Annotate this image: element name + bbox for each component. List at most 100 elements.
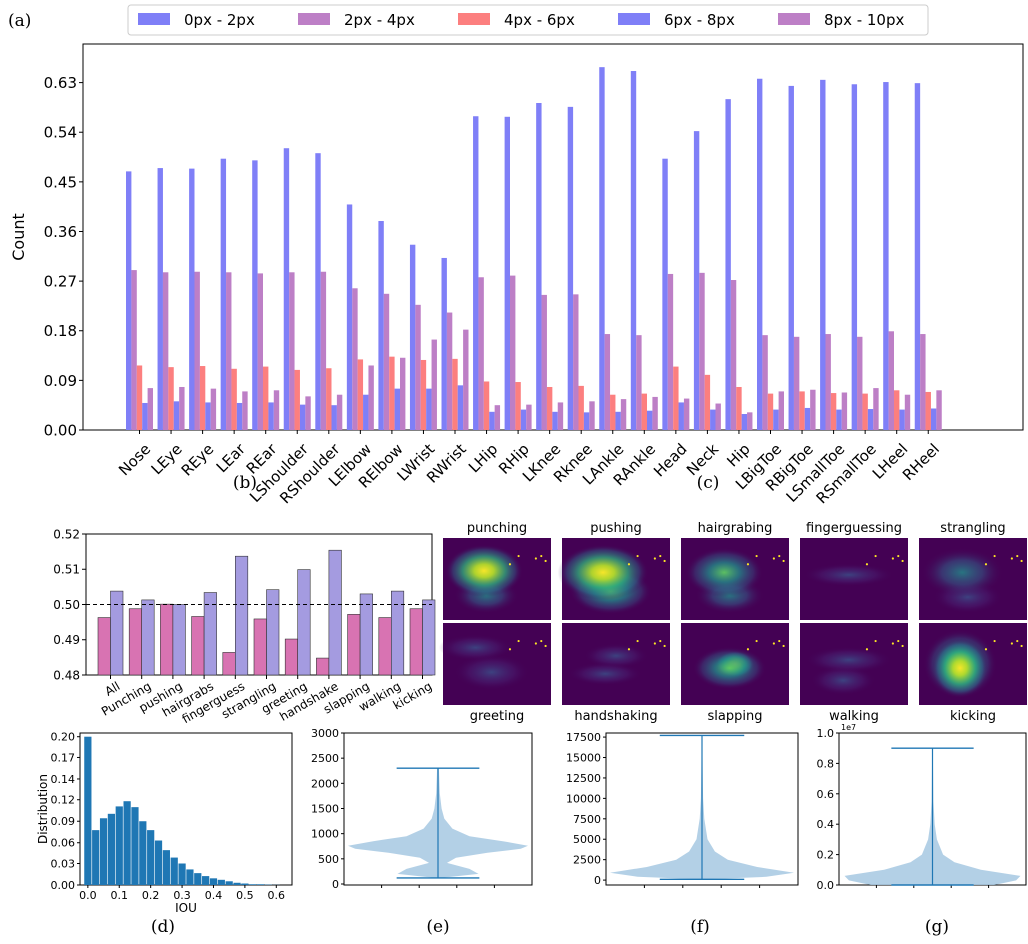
heatmap-speckle (508, 563, 512, 566)
bar (394, 388, 400, 430)
bar (139, 821, 147, 885)
bar (233, 882, 241, 885)
y-tick-label: 0.50 (53, 598, 80, 612)
action-heatmap-grid: punching pushing hairgrabing fingerguessing… (438, 521, 1027, 724)
heatmap-speckle (755, 554, 758, 558)
bar (757, 78, 763, 431)
bar (925, 391, 931, 430)
y-tick-label: 15000 (566, 752, 601, 765)
bar (578, 385, 584, 430)
iou-histogram: 0.00 0.03 0.06 0.09 0.12 0.14 0.17 0.20 0.0 0.1 0.… (36, 731, 293, 915)
y-axis-label: Count (9, 213, 28, 261)
heatmap-speckle (540, 554, 543, 558)
bar (326, 368, 332, 430)
bar (226, 272, 232, 430)
bar (168, 367, 174, 430)
bar (620, 399, 627, 430)
y-tick-label: 0.09 (44, 372, 77, 390)
bar (647, 410, 653, 430)
heatmap-speckle (901, 644, 904, 648)
heatmap-blob (438, 634, 513, 661)
bar (202, 876, 210, 885)
chart-f-frame (605, 732, 799, 886)
bar (92, 830, 100, 885)
legend-label: 4px - 6px (504, 11, 575, 29)
bar (289, 272, 295, 430)
heatmap-title: kicking (950, 709, 996, 724)
bar (231, 368, 237, 430)
heatmap-title: strangling (940, 521, 1005, 536)
bar (131, 270, 137, 430)
bar (825, 334, 831, 430)
y-tick-label: 0.06 (51, 837, 76, 850)
bar (546, 386, 553, 430)
heatmap-cell (557, 538, 670, 620)
heatmap-speckle (653, 642, 656, 645)
heatmap-cell (443, 538, 551, 620)
x-tick-label: 0.3 (173, 889, 191, 902)
heatmap-speckle (772, 557, 775, 560)
bar (463, 329, 469, 430)
bar (515, 382, 521, 430)
bar (936, 390, 942, 430)
panel-label-f: (f) (690, 917, 710, 937)
heatmap-cell (800, 623, 908, 705)
bar (793, 336, 800, 430)
heatmap-speckle (1020, 644, 1023, 648)
legend-label: 6px - 8px (664, 11, 735, 29)
y-tick-label: 10000 (566, 792, 601, 805)
heatmap-title: pushing (590, 521, 642, 536)
y-tick-label: 0.09 (51, 815, 76, 828)
chart-d-frame (79, 732, 293, 886)
legend-swatch (458, 13, 490, 25)
heatmap-speckle (544, 559, 547, 563)
bar (210, 388, 217, 430)
bar (741, 414, 748, 430)
bar (678, 402, 684, 430)
heatmap-cell (681, 623, 789, 705)
y-tick-label: 2000 (311, 777, 339, 790)
heatmap-blob (692, 646, 767, 690)
bar (257, 273, 263, 430)
y-tick-label: 1000 (311, 828, 339, 841)
y-tick-label: 0.27 (44, 273, 77, 291)
bar (457, 385, 464, 430)
legend-label: 8px - 10px (824, 11, 904, 29)
bar (178, 863, 186, 885)
heatmap-blob (557, 544, 649, 601)
x-tick-label: Nose (115, 440, 154, 479)
bar (194, 271, 200, 430)
bar (557, 402, 564, 430)
y-tick-label: 0.45 (44, 173, 77, 191)
bar (420, 359, 427, 430)
bar (446, 312, 453, 430)
scale-label: 1e7 (841, 723, 856, 732)
bar (552, 411, 558, 430)
bar (194, 873, 202, 885)
bar (573, 294, 579, 430)
bar (730, 280, 737, 430)
heatmap-title: punching (467, 521, 527, 536)
bar (154, 840, 163, 885)
bar (683, 398, 690, 430)
bar (368, 365, 374, 430)
bar (773, 409, 779, 430)
heatmap-blob (921, 547, 1004, 598)
bar (610, 394, 616, 430)
heatmap-speckle (897, 554, 900, 558)
y-tick-label: 0.6 (817, 788, 835, 801)
bar (110, 590, 124, 676)
y-tick-label: 0.36 (44, 223, 77, 241)
heatmap-speckle (993, 639, 996, 643)
bar (378, 617, 392, 676)
y-tick-label: 1500 (311, 802, 339, 815)
bar (320, 271, 327, 430)
bar (426, 388, 432, 430)
heatmap-blob (685, 547, 764, 598)
bar (186, 869, 194, 885)
bar (422, 599, 436, 676)
bar (652, 396, 658, 430)
y-tick-label: 0.20 (51, 731, 76, 744)
heatmap-speckle (874, 554, 877, 558)
heatmap-cell (919, 538, 1027, 620)
